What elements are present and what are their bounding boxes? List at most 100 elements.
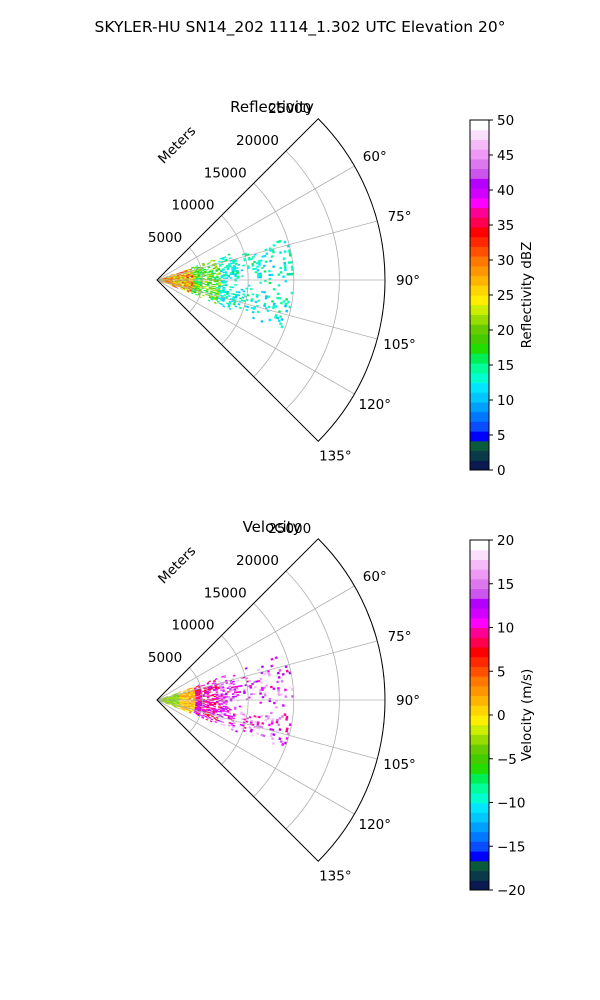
- azimuth-tick-label: 75°: [388, 629, 412, 645]
- radar-gate: [225, 701, 228, 703]
- radar-gate: [227, 276, 231, 278]
- radar-gate: [203, 268, 207, 271]
- radar-gate: [195, 291, 199, 294]
- radar-gate: [251, 682, 254, 686]
- radar-gate: [225, 274, 228, 277]
- radar-gate: [283, 266, 287, 269]
- colorbar-swatch: [470, 343, 489, 354]
- radar-gate: [243, 692, 246, 695]
- radar-gate: [278, 315, 283, 319]
- radar-gate: [254, 300, 258, 304]
- azimuth-gridline: [156, 165, 355, 281]
- radar-gate: [241, 275, 244, 278]
- radar-gate: [234, 692, 237, 695]
- radar-gate: [244, 667, 248, 670]
- radar-gate: [207, 278, 210, 280]
- radar-gate: [242, 264, 245, 267]
- radar-gate: [253, 685, 257, 689]
- colorbar-swatch: [470, 353, 489, 364]
- radar-gate: [234, 274, 237, 277]
- colorbar-swatch: [470, 265, 489, 277]
- colorbar-swatch: [470, 207, 489, 218]
- colorbar-swatch: [470, 197, 489, 208]
- radar-gate: [285, 715, 289, 719]
- sector-outline: [156, 538, 386, 862]
- azimuth-tick-label: 105°: [383, 337, 416, 353]
- radar-gate: [207, 299, 211, 302]
- radar-gate: [195, 700, 199, 702]
- radar-gate: [202, 294, 205, 297]
- azimuth-tick-label: 90°: [396, 273, 420, 289]
- radar-gate: [193, 711, 197, 714]
- radar-gate: [222, 277, 226, 279]
- radar-gate: [260, 665, 264, 669]
- radar-gate: [220, 703, 224, 705]
- radar-gate: [261, 696, 265, 699]
- radar-gate: [234, 296, 238, 299]
- radar-gate: [260, 686, 264, 690]
- radar-gate: [230, 686, 234, 689]
- colorbar-swatch: [470, 540, 489, 551]
- range-tick-label: 25000: [268, 101, 311, 117]
- radar-gate: [208, 689, 212, 692]
- radar-gate: [209, 282, 212, 284]
- radar-gate: [278, 297, 282, 300]
- colorbar-swatch: [470, 773, 489, 784]
- radar-gate: [224, 710, 227, 713]
- radar-gate: [205, 718, 209, 721]
- radar-gate: [256, 269, 260, 272]
- radar-gate: [285, 729, 289, 733]
- radar-gate: [248, 726, 252, 729]
- colorbar-swatch: [470, 285, 489, 296]
- radar-gate: [216, 713, 220, 716]
- radar-gate: [212, 259, 216, 262]
- reflectivity-title: Reflectivity: [230, 98, 314, 116]
- radar-gate: [217, 710, 220, 713]
- radar-gate: [286, 272, 290, 276]
- radar-gate: [204, 704, 208, 706]
- radar-gate: [268, 281, 272, 285]
- colorbar-swatch: [470, 158, 489, 170]
- radar-gate: [268, 318, 272, 322]
- radar-gate: [191, 687, 194, 689]
- radar-gate: [267, 295, 271, 298]
- radar-gate: [270, 255, 274, 258]
- radar-gate: [187, 689, 190, 691]
- radar-gate: [225, 284, 228, 287]
- radar-gate: [278, 737, 282, 741]
- radar-gate: [219, 689, 223, 692]
- radar-gate: [257, 679, 261, 683]
- radial-axis-label: Meters: [155, 543, 199, 587]
- radar-gate: [280, 679, 284, 683]
- radar-gate: [258, 263, 261, 266]
- radar-gate: [190, 292, 194, 295]
- radar-gate: [179, 704, 182, 706]
- radar-gate: [228, 685, 232, 688]
- azimuth-tick-label: 135°: [319, 448, 352, 464]
- radar-gate: [220, 270, 223, 273]
- colorbar-swatch: [470, 569, 489, 580]
- radar-gate: [231, 273, 235, 275]
- radar-gate: [211, 682, 215, 685]
- radar-gate: [220, 701, 224, 703]
- radar-gate: [235, 730, 239, 733]
- radar-gate: [253, 680, 256, 684]
- colorbar-label: Reflectivity dBZ: [519, 242, 535, 349]
- colorbar-tick-label: 0: [497, 463, 506, 479]
- radar-gate: [241, 296, 245, 299]
- colorbar-swatch: [470, 149, 489, 160]
- radar-gate: [230, 292, 234, 295]
- radar-gate: [251, 267, 255, 271]
- radar-gate: [267, 305, 271, 309]
- radar-gate: [213, 283, 217, 286]
- radar-gate: [211, 694, 214, 697]
- range-tick-label: 15000: [204, 165, 247, 181]
- radar-gate: [251, 293, 255, 296]
- radar-gate: [232, 680, 235, 683]
- radar-gate: [222, 710, 225, 712]
- radar-gate: [213, 693, 217, 696]
- colorbar-label: Velocity (m/s): [519, 669, 535, 762]
- radar-gate: [239, 713, 243, 716]
- radar-gate: [222, 282, 226, 284]
- radar-gate: [215, 718, 218, 721]
